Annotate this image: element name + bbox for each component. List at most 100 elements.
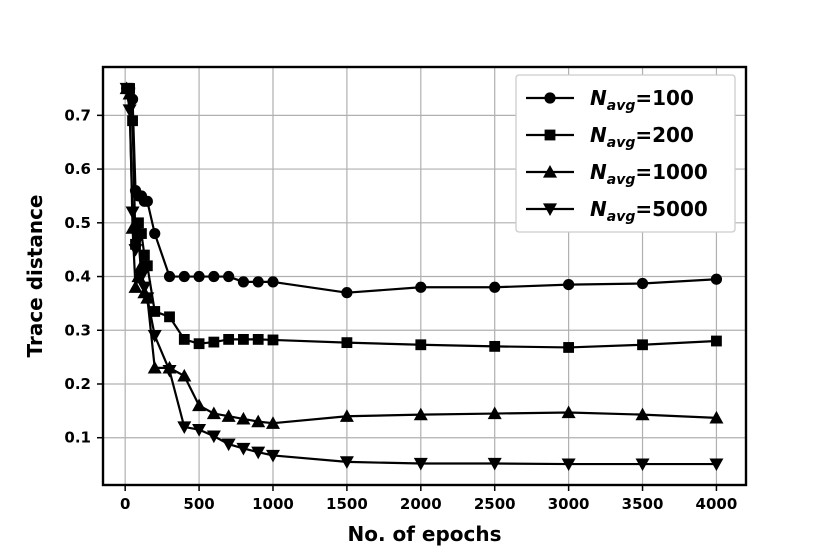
data-point-triangle-down [137,281,152,295]
data-point-circle [163,270,176,283]
legend-label-main: N [590,123,607,147]
data-point-circle [636,277,649,290]
data-point-triangle-up [206,406,221,420]
data-point-square [141,260,153,272]
data-point-triangle-down [125,206,140,220]
series-layer [119,81,724,472]
y-tick-label: 0.1 [64,429,91,447]
data-point-triangle-up [265,416,280,429]
data-point-triangle-up [487,406,502,420]
data-point-triangle-down [147,330,162,343]
data-point-triangle-up [192,398,207,412]
legend-label-main: N [590,160,607,184]
data-point-square [223,333,235,345]
data-point-square [193,338,205,350]
data-point-circle [563,278,575,291]
data-point-circle [141,195,153,207]
legend-box [515,74,736,233]
data-point-triangle-up [635,407,650,421]
data-point-triangle-up [251,414,266,428]
data-point-circle [208,270,220,283]
data-point-triangle-up [221,409,236,422]
legend-label-subscript: avg [607,98,636,114]
legend-item: Navg=5000 [526,197,708,225]
data-point-square [133,217,144,229]
data-point-triangle-down [119,82,134,96]
legend-label: Navg=1000 [590,160,708,188]
legend-item: Navg=1000 [526,160,708,188]
x-tick-label: 0 [120,495,130,513]
data-point-triangle-up [128,280,143,293]
data-point-triangle-up [561,405,576,419]
data-point-square [164,311,175,323]
data-point-triangle-down [709,458,724,472]
legend-label-main: N [590,86,607,110]
data-point-triangle-down [251,446,266,460]
data-point-circle [149,227,161,240]
data-point-square [341,337,353,349]
y-tick-label: 0.3 [64,321,91,339]
legend-label-value: =1000 [635,160,707,184]
data-point-triangle-down [487,457,502,471]
x-tick-label: 1500 [326,495,368,513]
data-point-square [208,336,220,348]
data-point-circle [544,92,556,104]
legend-item: Navg=100 [526,86,694,114]
y-axis-title: Trace distance [23,195,47,358]
data-point-square [544,129,556,141]
legend-label-subscript: avg [607,135,636,151]
data-point-square [178,333,190,345]
series-3 [119,82,724,472]
legend-label-subscript: avg [607,209,636,225]
data-point-circle [341,287,353,299]
data-point-square [563,342,575,353]
data-point-triangle-up [339,409,354,422]
data-point-triangle-down [543,203,557,216]
y-tick-label: 0.7 [64,106,91,124]
data-point-triangle-up [147,360,162,374]
data-point-triangle-down [265,449,280,463]
legend-label-main: N [590,197,607,221]
data-point-circle [252,276,264,288]
y-axis: 0.1 0.2 0.3 0.4 0.5 0.6 0.7 [64,106,103,447]
legend-label: Navg=200 [590,123,694,151]
x-tick-label: 3500 [622,495,664,513]
data-point-triangle-down [140,292,155,306]
data-point-square [238,333,249,345]
legend-label: Navg=5000 [590,197,708,225]
data-point-circle [489,281,501,293]
data-point-triangle-down [561,458,576,472]
data-point-square [711,335,722,347]
legend-label-value: =100 [635,86,694,110]
x-axis: 0 500 1000 1500 2000 2500 3000 3500 4000 [120,485,737,513]
data-point-circle [267,276,279,288]
data-point-circle [710,273,723,285]
data-point-triangle-down [122,104,137,117]
data-point-triangle-down [162,364,177,378]
data-point-circle [237,276,250,288]
legend-label: Navg=100 [590,86,694,114]
data-point-square [252,333,264,345]
legend-item: Navg=200 [526,123,694,151]
data-point-triangle-down [339,456,354,469]
data-point-square [415,339,427,351]
x-tick-label: 3000 [548,495,590,513]
data-point-triangle-up [413,407,428,421]
x-tick-label: 4000 [696,495,738,513]
data-point-triangle-down [413,457,428,471]
data-point-triangle-up [125,221,140,234]
data-point-triangle-down [177,421,192,434]
y-tick-label: 0.2 [64,375,91,393]
data-point-square [267,334,279,346]
data-point-square [149,306,161,317]
data-point-triangle-up [236,411,251,425]
legend-label-value: =5000 [635,197,707,221]
data-point-triangle-down [128,244,143,257]
data-point-triangle-down [206,430,221,444]
data-point-circle [223,270,235,283]
legend-label-subscript: avg [607,172,636,188]
x-axis-title: No. of epochs [347,522,501,546]
legend-label-value: =200 [635,123,694,147]
